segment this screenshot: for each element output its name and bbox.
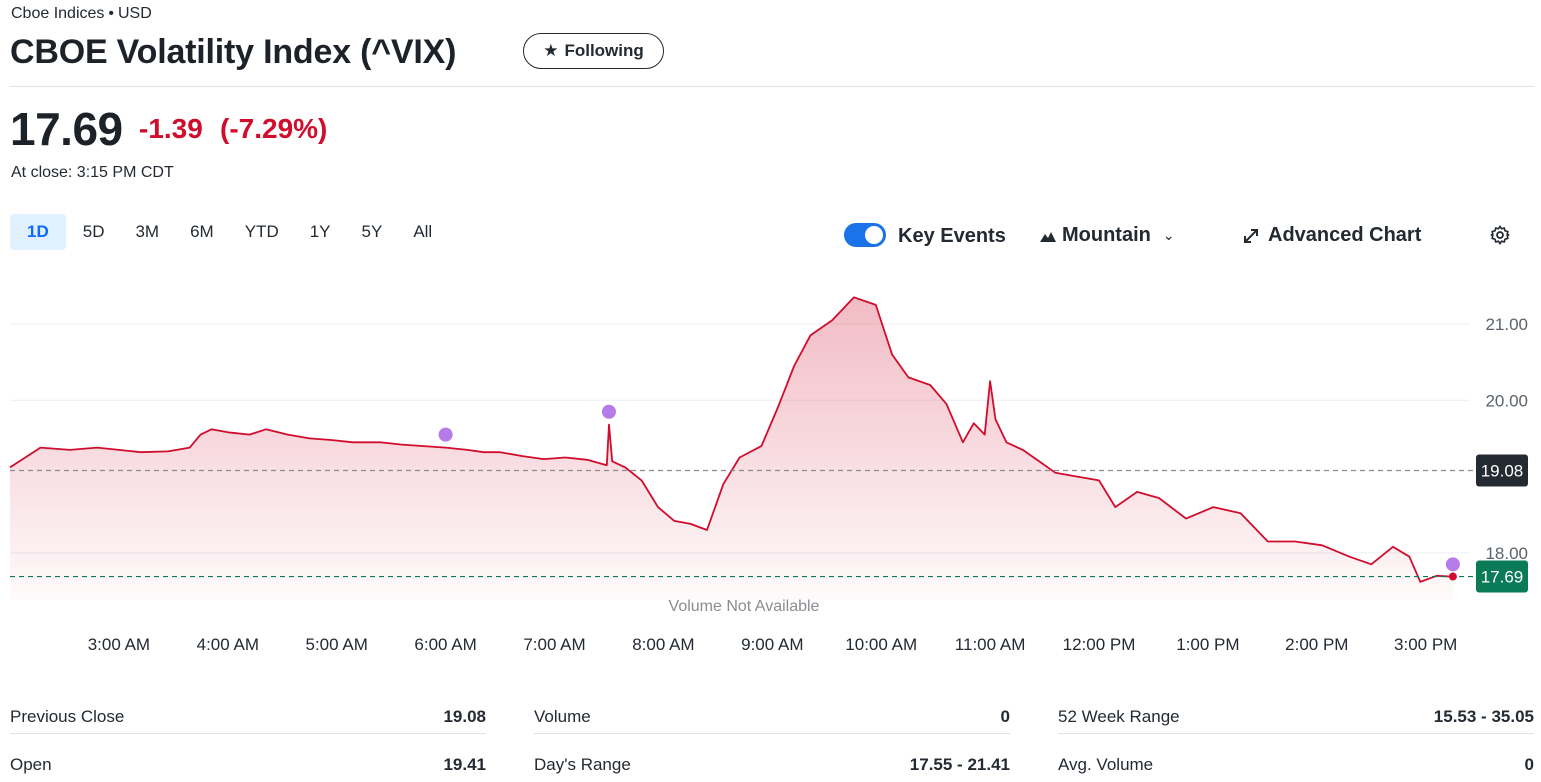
chart-type-dropdown[interactable]: Mountain ⌄: [1040, 224, 1175, 247]
last-price-tag-label: 17.69: [1481, 568, 1524, 587]
stat-value: 19.41: [443, 755, 486, 774]
x-tick-label: 6:00 AM: [414, 635, 476, 654]
x-tick-label: 8:00 AM: [632, 635, 694, 654]
toggle-knob: [865, 226, 883, 244]
previous-close-tag-bg: [1476, 454, 1528, 487]
stat-previous-close: Previous Close 19.08: [10, 700, 486, 734]
key-events-label[interactable]: Key Events: [898, 225, 1006, 247]
x-axis: 3:00 AM 4:00 AM 5:00 AM 6:00 AM 7:00 AM 8:00 …: [88, 635, 1458, 654]
tab-3m[interactable]: 3M: [135, 222, 160, 241]
price-change: -1.39: [139, 113, 203, 144]
key-events-markers: [438, 404, 1460, 572]
tab-1y[interactable]: 1Y: [309, 222, 331, 241]
x-tick-label: 10:00 AM: [845, 635, 917, 654]
stat-days-range: Day's Range 17.55 - 21.41: [534, 748, 1010, 782]
close-time: At close: 3:15 PM CDT: [11, 164, 174, 181]
last-price-dot: [1448, 572, 1457, 581]
price-chart[interactable]: 21.00 20.00 18.00 3:00 AM 4:00 AM 5:00 AM 6:0…: [0, 270, 1541, 670]
gear-icon[interactable]: [1489, 224, 1511, 246]
stat-volume: Volume 0: [534, 700, 1010, 734]
separator: •: [108, 5, 114, 22]
previous-close-tag: 19.08: [1476, 454, 1528, 487]
stat-label: Volume: [534, 706, 591, 726]
price-line: [9, 296, 1453, 583]
stat-label: Avg. Volume: [1058, 755, 1154, 774]
price-area: [10, 297, 1453, 600]
x-tick-label: 2:00 PM: [1285, 635, 1348, 654]
range-tabs: 1D 5D 3M 6M YTD 1Y 5Y All: [10, 214, 449, 250]
last-price-tag-bg: [1476, 560, 1528, 593]
y-tick-label: 21.00: [1485, 315, 1528, 334]
stat-value: 15.53 - 35.05: [1433, 706, 1534, 726]
page-title: CBOE Volatility Index (^VIX): [10, 33, 457, 71]
tab-ytd[interactable]: YTD: [244, 222, 279, 241]
following-button[interactable]: ★ Following: [523, 33, 664, 69]
last-price-tag: 17.69: [1476, 560, 1528, 593]
advanced-chart-label: Advanced Chart: [1268, 224, 1422, 246]
stat-label: Day's Range: [534, 755, 631, 774]
stat-open: Open 19.41: [10, 748, 486, 782]
y-tick-label: 18.00: [1485, 544, 1528, 563]
x-tick-label: 12:00 PM: [1063, 635, 1136, 654]
key-event-marker[interactable]: [601, 404, 616, 419]
x-tick-label: 4:00 AM: [197, 635, 259, 654]
mountain-icon: [1040, 231, 1056, 242]
x-tick-label: 5:00 AM: [306, 635, 368, 654]
price-change-percent: (-7.29%): [220, 113, 328, 144]
chart-type-label: Mountain: [1062, 224, 1151, 246]
exchange-name: Cboe Indices: [11, 5, 105, 22]
previous-close-tag-label: 19.08: [1481, 461, 1524, 480]
tab-5y[interactable]: 5Y: [361, 222, 383, 241]
stat-avg-volume: Avg. Volume 0: [1058, 748, 1534, 782]
x-tick-label: 1:00 PM: [1176, 635, 1239, 654]
tab-all[interactable]: All: [413, 222, 433, 241]
x-tick-label: 7:00 AM: [523, 635, 585, 654]
stat-value: 17.55 - 21.41: [909, 755, 1010, 774]
stat-label: Previous Close: [10, 706, 125, 726]
header-divider: [10, 86, 1534, 87]
stat-value: 19.08: [443, 706, 486, 726]
stat-value: 0: [1000, 706, 1010, 726]
key-events-toggle[interactable]: [844, 223, 886, 247]
x-tick-label: 11:00 AM: [955, 635, 1026, 654]
expand-icon: [1244, 228, 1258, 243]
volume-note: Volume Not Available: [669, 598, 820, 615]
last-price: 17.69: [10, 103, 123, 155]
y-tick-label: 20.00: [1485, 391, 1528, 410]
x-tick-label: 3:00 PM: [1394, 635, 1457, 654]
x-tick-label: 9:00 AM: [741, 635, 803, 654]
advanced-chart-button[interactable]: Advanced Chart: [1242, 224, 1421, 247]
y-axis: 21.00 20.00 18.00: [1485, 315, 1528, 563]
stat-52-week-range: 52 Week Range 15.53 - 35.05: [1058, 700, 1534, 734]
key-event-marker[interactable]: [438, 427, 453, 442]
following-label: Following: [564, 41, 644, 60]
x-tick-label: 3:00 AM: [88, 635, 150, 654]
exchange-info: Cboe Indices • USD: [11, 5, 152, 23]
stat-value: 0: [1524, 755, 1534, 774]
currency: USD: [118, 5, 152, 22]
star-icon: ★: [543, 41, 559, 60]
tab-6m[interactable]: 6M: [190, 222, 214, 241]
tab-1d[interactable]: 1D: [10, 214, 66, 250]
tab-5d[interactable]: 5D: [82, 222, 105, 241]
chevron-down-icon: ⌄: [1162, 227, 1175, 243]
key-event-marker[interactable]: [1445, 557, 1460, 572]
stat-label: Open: [10, 755, 52, 774]
stat-label: 52 Week Range: [1058, 706, 1180, 726]
